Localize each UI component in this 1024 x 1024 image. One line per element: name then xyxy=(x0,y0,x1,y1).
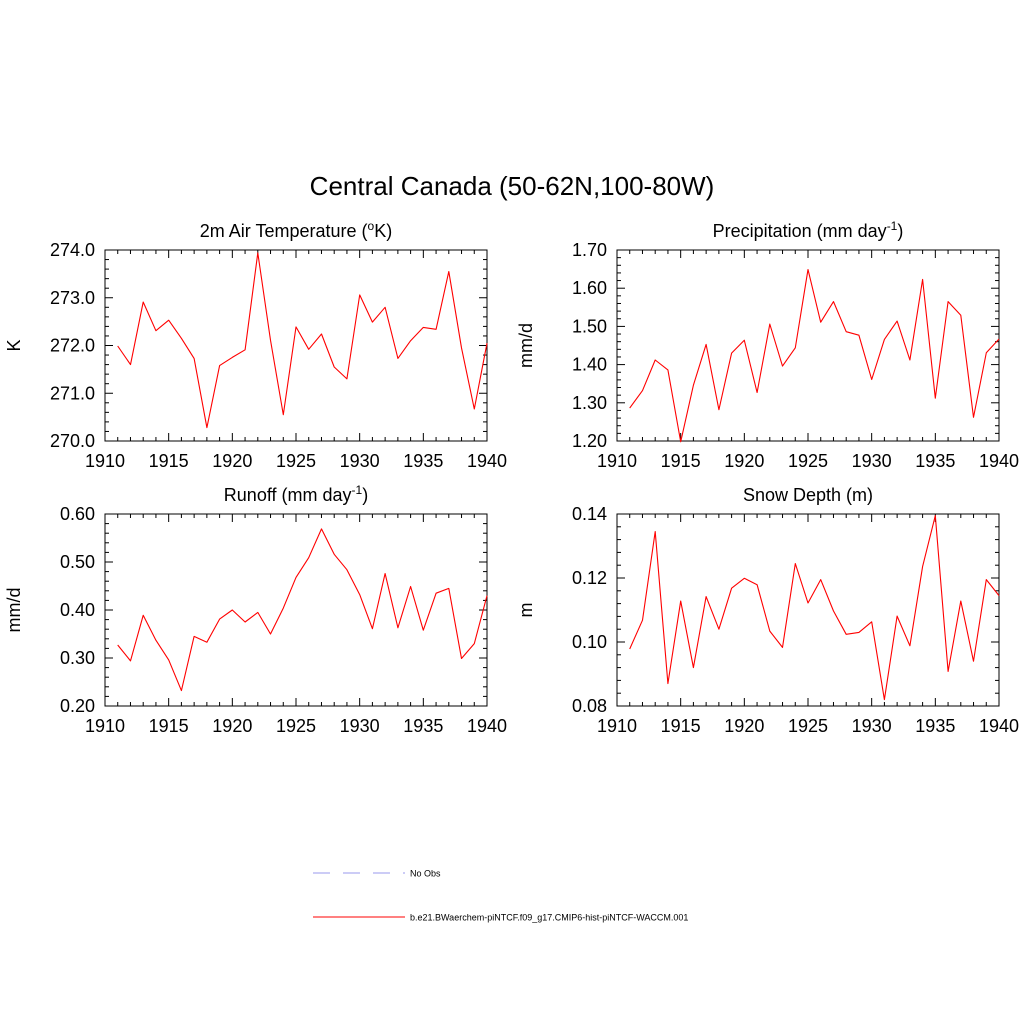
x-tick-label: 1940 xyxy=(979,451,1019,471)
y-tick-label: 1.20 xyxy=(572,431,607,451)
x-tick-label: 1930 xyxy=(852,716,892,736)
x-tick-label: 1925 xyxy=(276,716,316,736)
plot-frame xyxy=(104,513,488,707)
y-tick-label: 0.20 xyxy=(60,696,95,716)
x-tick-label: 1910 xyxy=(597,451,637,471)
y-tick-label: 0.50 xyxy=(60,552,95,572)
y-tick-label: 273.0 xyxy=(50,288,95,308)
legend-item-2: b.e21.BWaerchem-piNTCF.f09_g17.CMIP6-his… xyxy=(313,913,688,923)
panel-title-suffix: ) xyxy=(362,485,368,505)
legend-label: b.e21.BWaerchem-piNTCF.f09_g17.CMIP6-his… xyxy=(410,913,688,923)
x-tick-label: 1930 xyxy=(852,451,892,471)
panel-title: Runoff (mm day-1) xyxy=(224,483,368,505)
x-tick-label: 1935 xyxy=(915,716,955,736)
x-tick-label: 1915 xyxy=(661,451,701,471)
y-tick-label: 272.0 xyxy=(50,336,95,356)
x-tick-label: 1920 xyxy=(724,716,764,736)
y-tick-label: 0.12 xyxy=(572,568,607,588)
y-tick-label: 0.10 xyxy=(572,632,607,652)
panel-title: 2m Air Temperature (oK) xyxy=(200,219,392,241)
x-tick-label: 1925 xyxy=(276,451,316,471)
y-tick-label: 0.40 xyxy=(60,600,95,620)
y-tick-label: 271.0 xyxy=(50,383,95,403)
y-tick-label: 274.0 xyxy=(50,240,95,260)
plot-frame xyxy=(616,513,1000,707)
x-tick-label: 1910 xyxy=(597,716,637,736)
panel-title-text: Runoff (mm day xyxy=(224,485,352,505)
y-axis-label: mm/d xyxy=(516,323,536,368)
y-tick-label: 0.14 xyxy=(572,504,607,524)
x-tick-label: 1920 xyxy=(212,451,252,471)
chart-panel-1: 2m Air Temperature (oK) K 1910 1915 1920 1925… xyxy=(4,219,507,471)
y-tick-label: 0.08 xyxy=(572,696,607,716)
plot-frame xyxy=(616,249,1000,442)
x-tick-label: 1920 xyxy=(724,451,764,471)
x-tick-label: 1935 xyxy=(403,716,443,736)
x-tick-label: 1925 xyxy=(788,716,828,736)
y-tick-label: 0.60 xyxy=(60,504,95,524)
legend-label: No Obs xyxy=(410,869,441,879)
panel-title-superscript: o xyxy=(368,219,375,233)
panel-title-suffix: K) xyxy=(374,221,392,241)
panel-title-superscript: -1 xyxy=(352,483,363,497)
y-axis-label: K xyxy=(4,339,24,351)
figure-title: Central Canada (50-62N,100-80W) xyxy=(310,171,715,201)
x-tick-label: 1930 xyxy=(340,451,380,471)
x-tick-label: 1925 xyxy=(788,451,828,471)
series-line-1 xyxy=(117,252,488,429)
y-tick-label: 1.30 xyxy=(572,393,607,413)
panel-title-superscript: -1 xyxy=(887,219,898,233)
x-tick-label: 1940 xyxy=(467,716,507,736)
x-tick-label: 1915 xyxy=(149,716,189,736)
panel-title: Precipitation (mm day-1) xyxy=(713,219,904,241)
y-tick-label: 1.70 xyxy=(572,240,607,260)
x-tick-label: 1935 xyxy=(915,451,955,471)
chart-panels: 2m Air Temperature (oK) K 1910 1915 1920 1925… xyxy=(4,219,1019,736)
x-tick-label: 1910 xyxy=(85,451,125,471)
y-tick-label: 0.30 xyxy=(60,648,95,668)
chart-panel-2: Precipitation (mm day-1) mm/d 1910 1915 1920… xyxy=(516,219,1019,471)
series-line-1 xyxy=(117,528,488,692)
plot-frame xyxy=(104,249,488,442)
y-tick-label: 1.50 xyxy=(572,316,607,336)
y-tick-label: 270.0 xyxy=(50,431,95,451)
x-tick-label: 1940 xyxy=(467,451,507,471)
y-tick-label: 1.40 xyxy=(572,355,607,375)
panel-title-text: Snow Depth (m) xyxy=(743,485,873,505)
panel-title-text: Precipitation (mm day xyxy=(713,221,887,241)
x-tick-label: 1915 xyxy=(149,451,189,471)
y-tick-label: 1.60 xyxy=(572,278,607,298)
y-axis-label: m xyxy=(516,603,536,618)
series-line-1 xyxy=(629,268,1000,443)
legend-item-1: No Obs xyxy=(313,869,441,879)
panel-title: Snow Depth (m) xyxy=(743,485,873,505)
x-tick-label: 1920 xyxy=(212,716,252,736)
x-tick-label: 1930 xyxy=(340,716,380,736)
chart-panel-4: Snow Depth (m) m 1910 1915 1920 1925 1930 1935 1… xyxy=(516,485,1019,736)
y-axis-label: mm/d xyxy=(4,588,24,633)
x-tick-label: 1940 xyxy=(979,716,1019,736)
panel-title-suffix: ) xyxy=(897,221,903,241)
x-tick-label: 1910 xyxy=(85,716,125,736)
series-line-1 xyxy=(629,515,1000,701)
panel-title-text: 2m Air Temperature ( xyxy=(200,221,368,241)
legend: No Obs b.e21.BWaerchem-piNTCF.f09_g17.CMI… xyxy=(313,869,688,923)
chart-panel-3: Runoff (mm day-1) mm/d 1910 1915 1920 1925 193… xyxy=(4,483,507,736)
x-tick-label: 1935 xyxy=(403,451,443,471)
x-tick-label: 1915 xyxy=(661,716,701,736)
